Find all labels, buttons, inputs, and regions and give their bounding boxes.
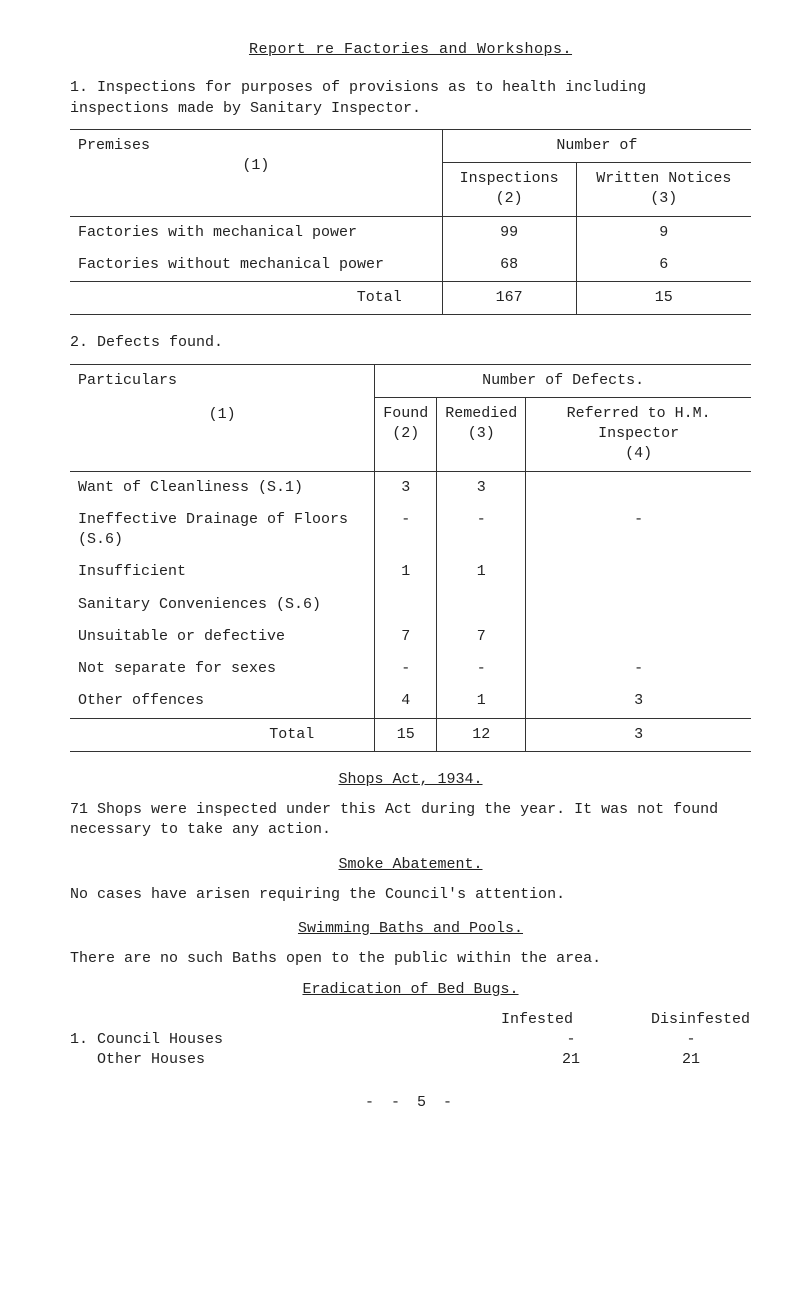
bugs-row1-infested: -: [511, 1030, 631, 1050]
written-header: Written Notices (3): [576, 163, 751, 217]
remedied-header: Remedied (3): [437, 397, 526, 471]
premises-table: Premises (1) Number of Inspections (2) W…: [70, 129, 751, 316]
cell-found: -: [375, 653, 437, 685]
bugs-row-1: 1. Council Houses - -: [70, 1030, 751, 1050]
col-disinfested: Disinfested: [651, 1010, 751, 1030]
found-paren: (2): [383, 424, 428, 444]
bugs-row1-label: 1. Council Houses: [70, 1030, 511, 1050]
cell-ref: [526, 471, 751, 504]
cell-rem: 1: [437, 556, 526, 588]
bugs-columns: Infested Disinfested: [330, 1010, 751, 1030]
bugs-heading: Eradication of Bed Bugs.: [302, 981, 518, 998]
referred-label: Referred to H.M. Inspector: [534, 404, 743, 445]
total-label-2: Total: [70, 718, 375, 751]
cell-ref: -: [526, 504, 751, 557]
total-ref: 3: [526, 718, 751, 751]
table-row: Other offences 4 1 3: [70, 685, 751, 718]
cell-ref: [526, 589, 751, 621]
row-insp-2: 68: [442, 249, 576, 282]
inspections-label: Inspections: [451, 169, 568, 189]
cell-label: Other offences: [70, 685, 375, 718]
smoke-para: No cases have arisen requiring the Counc…: [70, 885, 751, 905]
swimming-heading: Swimming Baths and Pools.: [70, 919, 751, 939]
particulars-header: Particulars (1): [70, 364, 375, 471]
bugs-row-2: Other Houses 21 21: [70, 1050, 751, 1070]
particulars-paren: (1): [78, 405, 366, 425]
referred-paren: (4): [534, 444, 743, 464]
cell-label: Sanitary Conveniences (S.6): [70, 589, 375, 621]
cell-found: -: [375, 504, 437, 557]
cell-ref: [526, 621, 751, 653]
cell-rem: -: [437, 653, 526, 685]
cell-rem: -: [437, 504, 526, 557]
cell-found: [375, 589, 437, 621]
section-1-heading: 1. Inspections for purposes of provision…: [70, 78, 751, 119]
cell-ref: [526, 556, 751, 588]
total-not: 15: [576, 282, 751, 315]
shops-para: 71 Shops were inspected under this Act d…: [70, 800, 751, 841]
bugs-row1-disinf: -: [631, 1030, 751, 1050]
table-row: Insufficient 1 1: [70, 556, 751, 588]
number-of-header: Number of: [442, 129, 751, 162]
cell-found: 3: [375, 471, 437, 504]
cell-rem: 3: [437, 471, 526, 504]
cell-ref: 3: [526, 685, 751, 718]
cell-label: Insufficient: [70, 556, 375, 588]
referred-header: Referred to H.M. Inspector (4): [526, 397, 751, 471]
row-premises-2: Factories without mechanical power: [70, 249, 442, 282]
page-marker: - - 5 -: [70, 1093, 751, 1113]
cell-rem: 7: [437, 621, 526, 653]
section-2-heading: 2. Defects found.: [70, 333, 751, 353]
cell-found: 4: [375, 685, 437, 718]
table-row: Unsuitable or defective 7 7: [70, 621, 751, 653]
section-1: 1. Inspections for purposes of provision…: [70, 78, 751, 315]
defects-table: Particulars (1) Number of Defects. Found…: [70, 364, 751, 752]
row-not-1: 9: [576, 216, 751, 249]
bugs-heading-wrap: Eradication of Bed Bugs.: [70, 980, 751, 1000]
remedied-label: Remedied: [445, 404, 517, 424]
row-premises-1: Factories with mechanical power: [70, 216, 442, 249]
cell-label: Ineffective Drainage of Floors (S.6): [70, 504, 375, 557]
remedied-paren: (3): [445, 424, 517, 444]
premises-col-paren: (1): [78, 156, 434, 176]
inspections-paren: (2): [451, 189, 568, 209]
cell-ref: -: [526, 653, 751, 685]
row-insp-1: 99: [442, 216, 576, 249]
bugs-row2-label: Other Houses: [70, 1050, 511, 1070]
total-found: 15: [375, 718, 437, 751]
bugs-row2-infested: 21: [511, 1050, 631, 1070]
premises-header: Premises (1): [70, 129, 442, 216]
table-row: Ineffective Drainage of Floors (S.6) - -…: [70, 504, 751, 557]
total-rem: 12: [437, 718, 526, 751]
cell-label: Want of Cleanliness (S.1): [70, 471, 375, 504]
section-2: 2. Defects found. Particulars (1) Number…: [70, 333, 751, 752]
cell-rem: [437, 589, 526, 621]
total-insp: 167: [442, 282, 576, 315]
report-title: Report re Factories and Workshops.: [70, 40, 751, 60]
cell-label: Not separate for sexes: [70, 653, 375, 685]
written-label: Written Notices: [585, 169, 743, 189]
shops-heading: Shops Act, 1934.: [70, 770, 751, 790]
table-row: Not separate for sexes - - -: [70, 653, 751, 685]
number-defects-header: Number of Defects.: [375, 364, 751, 397]
cell-found: 7: [375, 621, 437, 653]
inspections-header: Inspections (2): [442, 163, 576, 217]
swimming-para: There are no such Baths open to the publ…: [70, 949, 751, 969]
table-row: Want of Cleanliness (S.1) 3 3: [70, 471, 751, 504]
cell-rem: 1: [437, 685, 526, 718]
particulars-label: Particulars: [78, 371, 366, 391]
cell-found: 1: [375, 556, 437, 588]
found-header: Found (2): [375, 397, 437, 471]
table-row: Sanitary Conveniences (S.6): [70, 589, 751, 621]
found-label: Found: [383, 404, 428, 424]
row-not-2: 6: [576, 249, 751, 282]
total-label-1: Total: [70, 282, 442, 315]
bugs-row2-disinf: 21: [631, 1050, 751, 1070]
written-paren: (3): [585, 189, 743, 209]
premises-label: Premises: [78, 136, 434, 156]
cell-label: Unsuitable or defective: [70, 621, 375, 653]
smoke-heading: Smoke Abatement.: [70, 855, 751, 875]
col-infested: Infested: [501, 1010, 601, 1030]
